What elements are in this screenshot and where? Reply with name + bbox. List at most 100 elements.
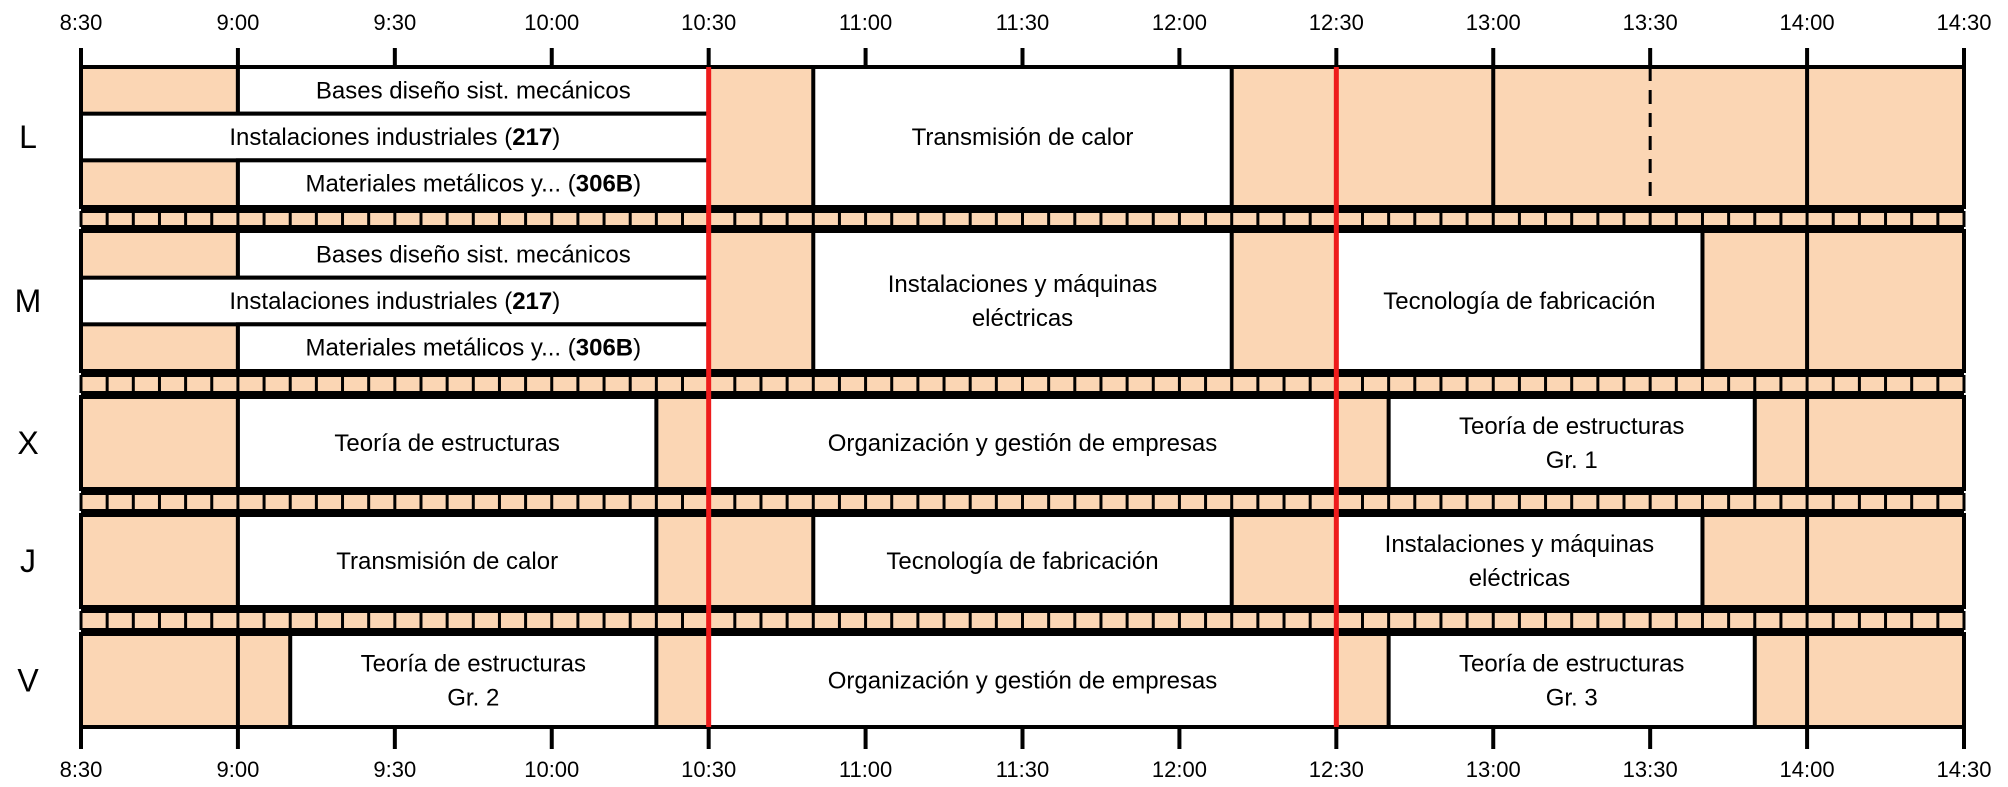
class-block-box [1386, 395, 1757, 491]
class-block: Organización y gestión de empresas [706, 395, 1339, 491]
time-label: 12:30 [1309, 757, 1364, 782]
class-block-box [235, 322, 711, 374]
class-block-label: Gr. 1 [1546, 447, 1598, 474]
class-block-label: Gr. 2 [447, 684, 499, 711]
class-block: Instalaciones y máquinas eléctricas [1334, 513, 1705, 609]
class-block-box [1386, 632, 1757, 729]
time-label: 12:00 [1152, 757, 1207, 782]
label-part: ) [633, 170, 641, 197]
class-block-label: Teoría de estructuras [334, 430, 559, 457]
room-number: 306B [576, 334, 633, 361]
class-block: Bases diseño sist. mecánicos [235, 229, 711, 280]
class-block: Tecnología de fabricación [1334, 229, 1705, 373]
label-part: Gr. 3 [1546, 684, 1598, 711]
class-block-box [811, 65, 1234, 209]
class-block: Teoría de estructuras Gr. 2 [288, 632, 659, 729]
day-label: V [17, 663, 39, 699]
label-part: Tecnología de fabricación [886, 548, 1158, 575]
time-label: 11:00 [839, 757, 892, 782]
class-block: Teoría de estructuras Gr. 1 [1386, 395, 1757, 491]
time-axes: 8:30 9:00 9:30 10:00 10:30 11:00 11:30 12:00 12:… [60, 10, 1992, 782]
class-block: Teoría de estructuras [235, 395, 659, 491]
class-block-label: Gr. 3 [1546, 684, 1598, 711]
bottom-time-axis: 8:30 9:00 9:30 10:00 10:30 11:00 11:30 12:00 12:… [60, 727, 1992, 782]
time-label: 9:00 [217, 10, 260, 35]
day-label: X [17, 425, 38, 461]
class-block: Transmisión de calor [811, 65, 1234, 209]
class-block-box [1334, 513, 1705, 609]
room-number: 306B [576, 170, 633, 197]
label-part: eléctricas [972, 305, 1073, 332]
row-frame [79, 229, 1966, 373]
label-part: Teoría de estructuras [1459, 413, 1684, 440]
time-label: 13:00 [1466, 757, 1521, 782]
break-strip [79, 207, 1966, 231]
time-label: 9:30 [373, 10, 416, 35]
class-block-label: Bases diseño sist. mecánicos [316, 241, 631, 268]
label-part: ) [552, 124, 560, 151]
label-part: Bases diseño sist. mecánicos [316, 77, 631, 104]
class-block-label: Organización y gestión de empresas [828, 667, 1218, 694]
top-time-axis: 8:30 9:00 9:30 10:00 10:30 11:00 11:30 12:00 12:… [60, 10, 1992, 67]
class-block: Transmisión de calor [235, 513, 659, 609]
label-part: Materiales metálicos y... ( [305, 334, 575, 361]
break-strip [79, 607, 1966, 634]
time-label: 10:00 [524, 757, 579, 782]
label-part: Gr. 1 [1546, 447, 1598, 474]
class-blocks: Bases diseño sist. mecánicos Instalacione… [79, 65, 1757, 729]
time-label: 12:30 [1309, 10, 1364, 35]
label-part: Bases diseño sist. mecánicos [316, 241, 631, 268]
label-part: Organización y gestión de empresas [828, 667, 1218, 694]
label-part: Materiales metálicos y... ( [305, 170, 575, 197]
time-label: 10:00 [524, 10, 579, 35]
class-block: Instalaciones industriales (217) [79, 275, 711, 327]
class-block-label: Tecnología de fabricación [886, 548, 1158, 575]
class-block-label: Instalaciones y máquinas [888, 271, 1157, 298]
class-block-box [79, 111, 711, 163]
time-label: 13:30 [1623, 757, 1678, 782]
break-strip [79, 371, 1966, 397]
time-label: 14:00 [1780, 757, 1835, 782]
label-part: Instalaciones industriales ( [229, 288, 512, 315]
day-label: J [20, 543, 36, 579]
label-part: Teoría de estructuras [1459, 650, 1684, 677]
break-strip [79, 489, 1966, 515]
label-part: ) [552, 288, 560, 315]
class-block-label: Teoría de estructuras [1459, 650, 1684, 677]
break-strips [79, 207, 1966, 634]
class-block-label: Bases diseño sist. mecánicos [316, 77, 631, 104]
time-label: 11:00 [839, 10, 892, 35]
row-frame [79, 395, 1966, 491]
class-block-label: Materiales metálicos y... (306B) [305, 334, 641, 361]
time-label: 13:30 [1623, 10, 1678, 35]
class-block-label: Transmisión de calor [336, 548, 558, 575]
class-block-label: eléctricas [972, 305, 1073, 332]
label-part: Transmisión de calor [912, 124, 1134, 151]
room-number: 217 [512, 124, 552, 151]
time-label: 9:00 [217, 757, 260, 782]
class-block-label: Tecnología de fabricación [1383, 288, 1655, 315]
class-block-label: Instalaciones industriales (217) [229, 288, 560, 315]
class-block: Materiales metálicos y... (306B) [235, 158, 711, 209]
class-block: Tecnología de fabricación [811, 513, 1234, 609]
class-block: Instalaciones industriales (217) [79, 111, 711, 163]
time-label: 11:30 [996, 10, 1049, 35]
class-block: Instalaciones y máquinas eléctricas [811, 229, 1234, 373]
label-part: Instalaciones y máquinas [1385, 531, 1654, 558]
class-block-label: Instalaciones industriales (217) [229, 124, 560, 151]
class-block: Bases diseño sist. mecánicos [235, 65, 711, 116]
day-label: L [19, 119, 37, 155]
class-block-box [1334, 229, 1705, 373]
label-part: Tecnología de fabricación [1383, 288, 1655, 315]
class-block-box [811, 513, 1234, 609]
label-part: Transmisión de calor [336, 548, 558, 575]
time-label: 12:00 [1152, 10, 1207, 35]
class-block-label: Teoría de estructuras [361, 650, 586, 677]
label-part: Teoría de estructuras [334, 430, 559, 457]
label-part: ) [633, 334, 641, 361]
label-part: Gr. 2 [447, 684, 499, 711]
label-part: Instalaciones industriales ( [229, 124, 512, 151]
time-label: 10:30 [681, 10, 736, 35]
class-block-label: Transmisión de calor [912, 124, 1134, 151]
class-block-box [811, 229, 1234, 373]
